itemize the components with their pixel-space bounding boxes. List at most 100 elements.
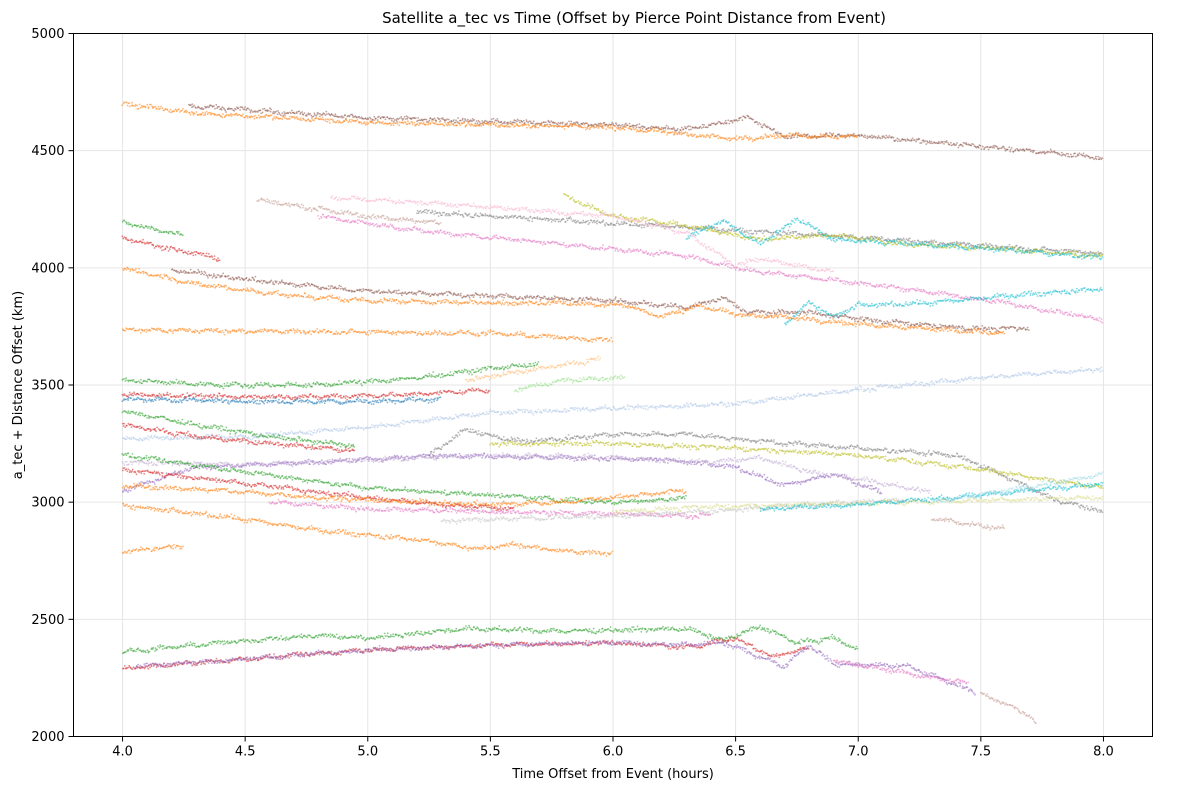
data-point	[873, 135, 875, 137]
data-point	[310, 120, 312, 122]
data-point	[669, 221, 671, 223]
data-point	[389, 122, 391, 124]
data-point	[294, 112, 296, 114]
data-point	[778, 136, 780, 138]
data-point	[376, 223, 378, 225]
data-point	[806, 224, 808, 226]
data-point	[502, 217, 504, 219]
data-point	[748, 233, 750, 235]
data-point	[686, 224, 688, 226]
data-point	[789, 237, 791, 239]
data-point	[871, 135, 873, 137]
data-point	[548, 126, 550, 128]
data-point	[1007, 301, 1009, 303]
data-point	[708, 135, 710, 137]
data-point	[635, 128, 637, 130]
data-point	[982, 146, 984, 148]
data-point	[832, 134, 834, 136]
data-point	[545, 126, 547, 128]
data-point	[146, 104, 148, 106]
data-point	[951, 294, 953, 296]
data-point	[814, 269, 816, 271]
data-point	[747, 231, 749, 233]
data-point	[437, 203, 439, 205]
data-point	[1089, 253, 1091, 255]
data-point	[1001, 299, 1003, 301]
data-point	[772, 274, 774, 276]
data-point	[970, 145, 972, 147]
data-point	[758, 138, 760, 140]
data-point	[430, 118, 432, 120]
data-point	[491, 118, 493, 120]
data-point	[857, 283, 859, 285]
data-point	[800, 238, 802, 240]
data-point	[348, 213, 350, 215]
data-point	[270, 202, 272, 204]
data-point	[335, 113, 337, 115]
data-point	[888, 135, 890, 137]
data-point	[186, 111, 188, 113]
data-point	[1098, 255, 1100, 257]
data-point	[774, 137, 776, 139]
data-point	[537, 127, 539, 129]
data-point	[566, 217, 568, 219]
data-point	[754, 230, 756, 232]
data-point	[898, 243, 900, 245]
data-point	[1098, 158, 1100, 160]
data-point	[247, 117, 249, 119]
data-point	[886, 240, 888, 242]
data-point	[988, 149, 990, 151]
data-point	[1087, 254, 1089, 256]
data-point	[654, 127, 656, 129]
data-point	[799, 274, 801, 276]
data-point	[535, 126, 537, 128]
data-point	[591, 213, 593, 215]
data-point	[875, 237, 877, 239]
data-point	[515, 215, 517, 217]
data-point	[509, 237, 511, 239]
data-point	[364, 197, 366, 199]
data-point	[425, 124, 427, 126]
data-point	[161, 107, 163, 109]
data-point	[656, 252, 658, 254]
data-point	[636, 223, 638, 225]
data-point	[744, 236, 746, 238]
data-point	[271, 200, 273, 202]
data-point	[677, 223, 679, 225]
data-point	[817, 235, 819, 237]
data-point	[991, 302, 993, 304]
data-point	[272, 112, 274, 114]
data-point	[828, 278, 830, 280]
data-point	[777, 232, 779, 234]
data-point	[488, 237, 490, 239]
data-point	[758, 122, 760, 124]
data-point	[1004, 249, 1006, 251]
data-point	[310, 115, 312, 117]
data-point	[726, 231, 728, 233]
data-point	[244, 106, 246, 108]
data-point	[795, 219, 797, 221]
data-point	[685, 128, 687, 130]
data-point	[666, 252, 668, 254]
data-point	[455, 121, 457, 123]
data-point	[504, 238, 506, 240]
data-point	[506, 210, 508, 212]
data-point	[435, 121, 437, 123]
data-point	[732, 122, 734, 124]
data-point	[258, 115, 260, 117]
data-point	[266, 198, 268, 200]
data-point	[574, 211, 576, 213]
data-point	[605, 128, 607, 130]
data-point	[757, 124, 759, 126]
data-point	[1012, 304, 1014, 306]
data-point	[195, 107, 197, 109]
data-point	[824, 134, 826, 136]
data-point	[973, 247, 975, 249]
data-point	[739, 262, 741, 264]
data-point	[735, 266, 737, 268]
data-point	[740, 227, 742, 229]
data-point	[592, 205, 594, 207]
data-point	[789, 133, 791, 135]
data-point	[687, 235, 689, 237]
data-point	[1090, 258, 1092, 260]
